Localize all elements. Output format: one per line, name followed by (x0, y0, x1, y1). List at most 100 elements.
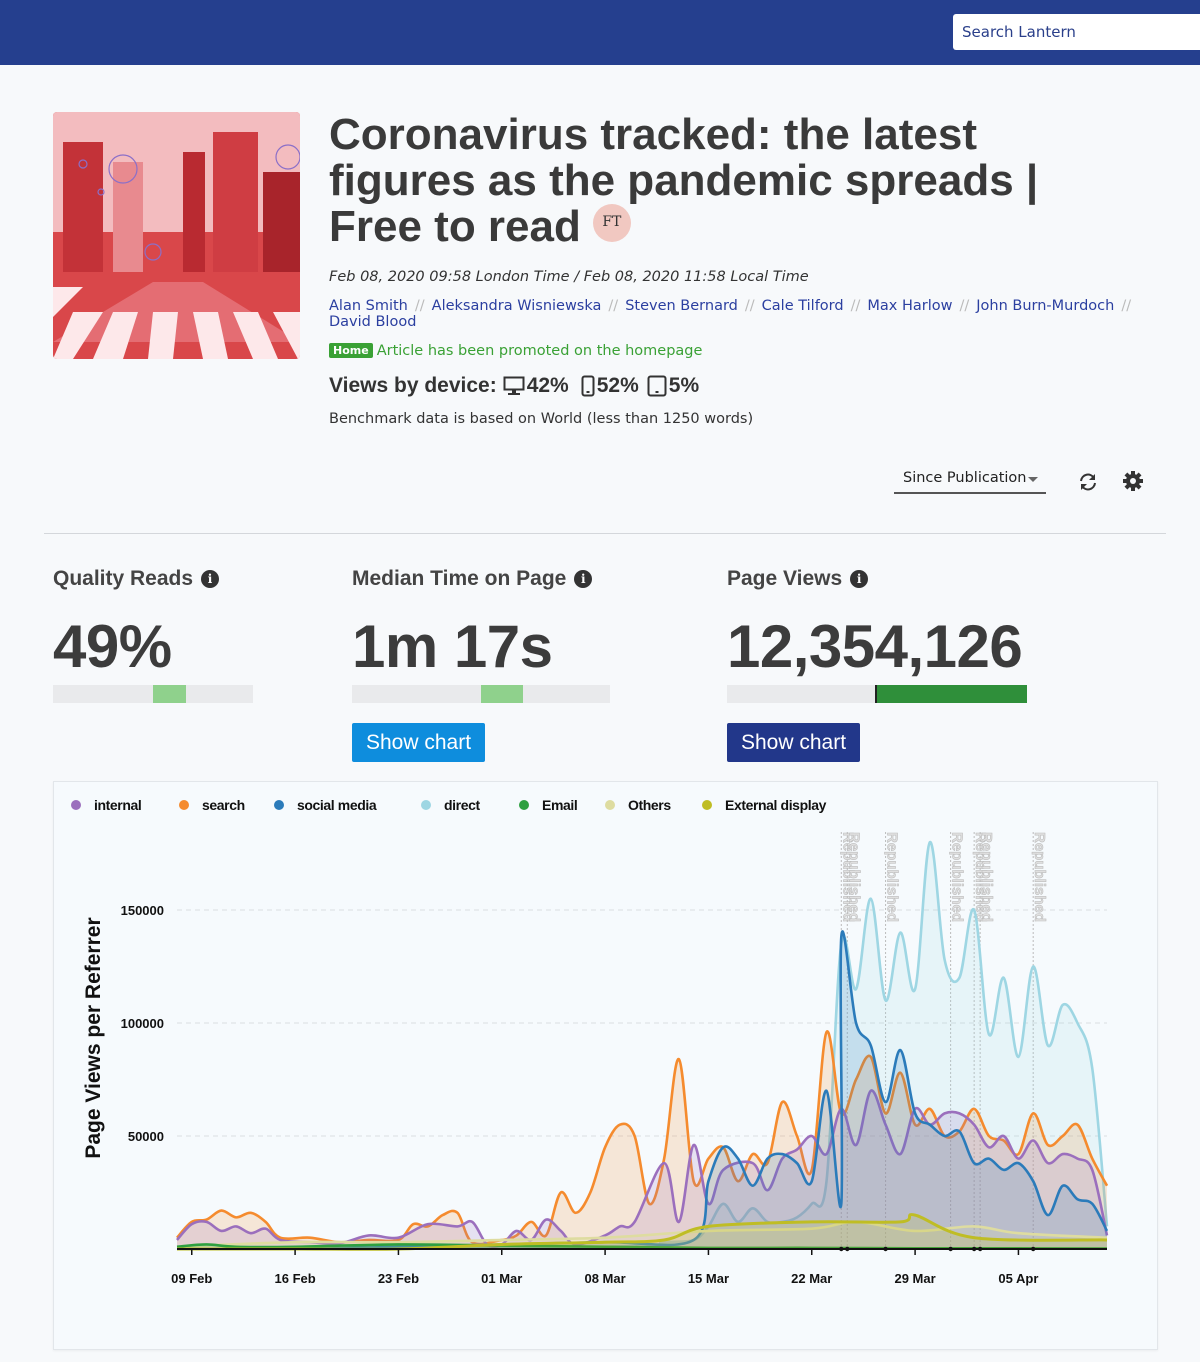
y-tick-label: 50000 (128, 1129, 164, 1144)
benchmark-band (153, 685, 186, 703)
author-separator: // (1121, 298, 1132, 314)
annotation-label: Republished (978, 832, 995, 922)
devices-label: Views by device: (329, 374, 497, 397)
legend-item[interactable]: Others (628, 797, 672, 813)
homepage-promotion-notice: Home Article has been promoted on the hom… (329, 343, 702, 359)
legend-marker (179, 800, 189, 810)
benchmark-band (481, 685, 523, 703)
legend-marker (71, 800, 81, 810)
desktop-share: 42% (503, 374, 569, 398)
author-link[interactable]: John Burn-Murdoch (976, 298, 1115, 314)
benchmark-note: Benchmark data is based on World (less t… (329, 411, 754, 427)
page-views-value: 12,354,126 (727, 613, 1023, 680)
series-area-search (177, 1031, 1107, 1249)
median-time-value: 1m 17s (352, 613, 553, 680)
series-line-others (176, 1220, 1108, 1249)
annotation-label: Republished (845, 832, 862, 922)
period-dropdown[interactable]: Since Publication (894, 466, 1046, 494)
author-link[interactable]: Steven Bernard (625, 298, 738, 314)
mobile-icon (581, 375, 595, 397)
series-line-social-media (176, 930, 1109, 1251)
x-tick-label: 08 Mar (584, 1271, 625, 1286)
author-link[interactable]: Aleksandra Wisniewska (431, 298, 602, 314)
annotation-label: Republished (884, 832, 901, 922)
quality-reads-value: 49% (53, 613, 172, 680)
search-input[interactable] (953, 14, 1200, 50)
tablet-share: 5% (647, 374, 699, 398)
refresh-icon (1080, 473, 1096, 491)
annotation-marker (883, 1246, 888, 1252)
mobile-percent: 52% (596, 374, 639, 397)
x-tick-label: 16 Feb (275, 1271, 316, 1286)
gear-icon (1123, 471, 1143, 491)
page-views-label-text: Page Views (727, 567, 843, 590)
desktop-percent: 42% (526, 374, 569, 397)
series-area-internal (177, 1090, 1107, 1249)
x-tick-label: 15 Mar (688, 1271, 729, 1286)
series-line-internal (176, 1089, 1109, 1249)
article-thumbnail (53, 112, 300, 359)
article-title-text: Coronavirus tracked: the latest figures … (329, 110, 1039, 251)
legend-marker (421, 800, 431, 810)
x-tick-label: 01 Mar (481, 1271, 522, 1286)
info-icon[interactable]: i (850, 570, 869, 588)
page-views-benchmark-bar (727, 685, 1027, 703)
legend-item[interactable]: internal (94, 797, 142, 813)
legend-item[interactable]: social media (297, 797, 377, 813)
y-axis-label: Page Views per Referrer (82, 917, 105, 1158)
author-link[interactable]: Cale Tilford (761, 298, 844, 314)
median-time-label: Median Time on Page i (352, 567, 593, 591)
legend-marker (274, 800, 284, 810)
benchmark-marker (875, 685, 877, 703)
author-link[interactable]: Alan Smith (329, 298, 408, 314)
median-time-benchmark-bar (352, 685, 610, 703)
x-tick-label: 09 Feb (171, 1271, 212, 1286)
refresh-button[interactable] (1076, 470, 1100, 494)
author-link[interactable]: Max Harlow (867, 298, 953, 314)
author-separator: // (608, 298, 619, 314)
chevron-down-icon (1028, 477, 1038, 482)
x-tick-label: 23 Feb (378, 1271, 419, 1286)
desktop-icon (503, 376, 525, 395)
referrer-chart-card: 50000 100000 150000 Page Views per Referrer… (53, 781, 1158, 1350)
legend-item[interactable]: Email (542, 797, 578, 813)
promotion-text: Article has been promoted on the homepag… (376, 343, 703, 359)
settings-button[interactable] (1121, 469, 1145, 493)
mobile-share: 52% (581, 374, 639, 398)
page-views-fill (876, 685, 1027, 703)
article-title: Coronavirus tracked: the latest figures … (329, 112, 1049, 250)
tablet-icon (647, 375, 667, 397)
referrer-chart: 50000 100000 150000 Page Views per Referrer… (71, 797, 1109, 1286)
legend-marker (702, 800, 712, 810)
info-icon[interactable]: i (574, 570, 593, 588)
tablet-percent: 5% (668, 374, 700, 397)
x-tick-label: 29 Mar (894, 1271, 935, 1286)
home-badge: Home (329, 343, 373, 358)
top-navigation-bar (0, 0, 1200, 65)
info-icon[interactable]: i (201, 570, 220, 588)
author-separator: // (850, 298, 861, 314)
views-by-device: Views by device: 42% 52% 5% (329, 374, 699, 398)
annotation-marker (1030, 1246, 1036, 1252)
legend-marker (605, 800, 615, 810)
median-time-show-chart-button[interactable]: Show chart (352, 723, 486, 762)
legend-item[interactable]: External display (725, 797, 827, 813)
y-tick-label: 100000 (121, 1016, 164, 1031)
annotation-marker (971, 1246, 977, 1252)
author-list: Alan Smith // Aleksandra Wisniewska // Steve… (329, 298, 1159, 330)
author-separator: // (414, 298, 425, 314)
page-views-show-chart-button[interactable]: Show chart (727, 723, 861, 762)
series-area-social-media (177, 931, 1107, 1250)
series-area-direct (177, 842, 1107, 1249)
section-divider (44, 533, 1166, 534)
author-link[interactable]: David Blood (329, 314, 417, 330)
annotation-marker (977, 1246, 983, 1252)
legend-item[interactable]: search (202, 797, 245, 813)
publisher-badge: FT (592, 204, 631, 243)
median-time-label-text: Median Time on Page (352, 567, 567, 590)
period-dropdown-value: Since Publication (903, 470, 1027, 486)
legend-item[interactable]: direct (444, 797, 481, 813)
quality-reads-label: Quality Reads i (53, 567, 220, 591)
annotation-label: Republished (1031, 832, 1048, 922)
author-separator: // (959, 298, 970, 314)
